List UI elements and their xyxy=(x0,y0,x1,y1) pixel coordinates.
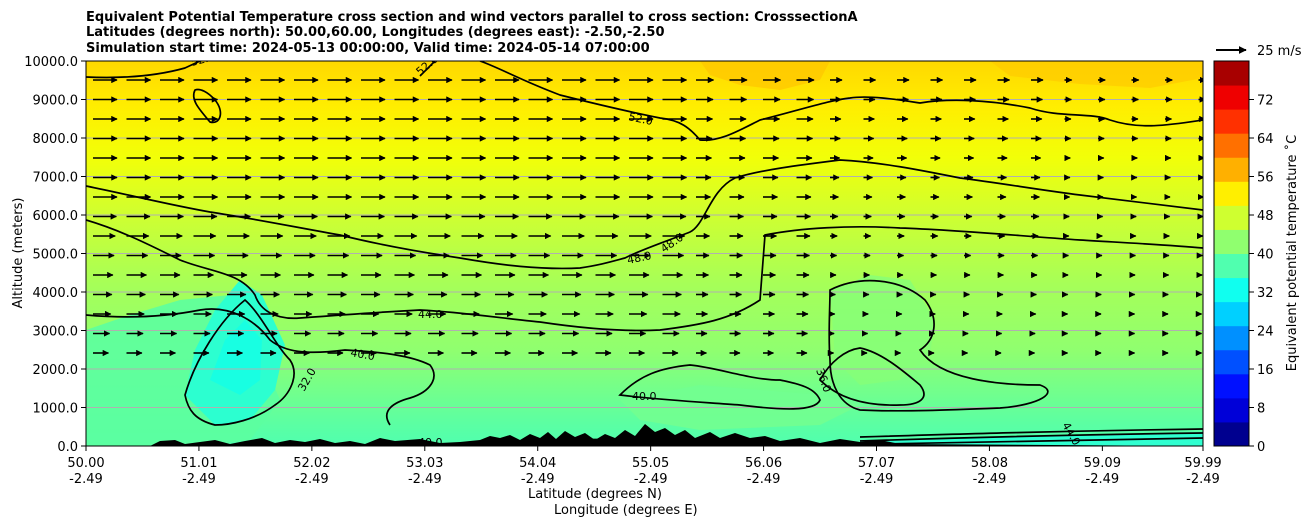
x-tick-label-lon: -2.49 xyxy=(1086,472,1120,487)
colorbar-segment xyxy=(1214,373,1249,399)
x-tick-label-lon: -2.49 xyxy=(408,472,442,487)
y-tick-label: 2000.0 xyxy=(33,363,79,378)
warm-patch xyxy=(700,61,830,90)
x-tick-label-lat: 54.04 xyxy=(519,456,556,471)
x-tick-label-lon: -2.49 xyxy=(295,472,329,487)
colorbar-segment xyxy=(1214,229,1249,254)
cool-core xyxy=(210,320,262,395)
x-tick-label-lon: -2.49 xyxy=(69,472,103,487)
colorbar-tick-label: 72 xyxy=(1257,94,1274,109)
contour-40 xyxy=(618,364,821,410)
colorbar-tick-label: 48 xyxy=(1257,209,1274,224)
x-tick-label-lat: 59.09 xyxy=(1084,456,1121,471)
contour-52 xyxy=(419,61,436,77)
chart-title-line-3: Simulation start time: 2024-05-13 00:00:… xyxy=(86,41,650,56)
x-axis-label-latitude: Latitude (degrees N) xyxy=(528,487,662,502)
y-axis-label: Altitude (meters) xyxy=(11,198,26,309)
contour-label: 52.0 xyxy=(189,50,216,69)
contour-48 xyxy=(86,159,1203,270)
y-tick-label: 7000.0 xyxy=(33,171,79,186)
contour-32 xyxy=(184,298,295,426)
chart-title-line-2: Latitudes (degrees north): 50.00,60.00, … xyxy=(86,25,665,40)
colorbar-segment xyxy=(1214,397,1249,423)
colorbar-segment xyxy=(1214,109,1249,134)
y-tick-label: 3000.0 xyxy=(33,325,79,340)
colorbar-segment xyxy=(1214,61,1249,86)
contour-lowlevel xyxy=(879,437,1203,445)
colorbar-tick-label: 32 xyxy=(1257,286,1274,301)
wind-key-label: 25 m/s xyxy=(1257,44,1302,59)
colorbar-tick-label: 0 xyxy=(1257,440,1265,455)
colorbar xyxy=(1214,61,1249,447)
x-tick-label-lat: 51.01 xyxy=(180,456,217,471)
x-tick-label-lon: -2.49 xyxy=(182,472,216,487)
colorbar-segment xyxy=(1214,253,1249,279)
x-tick-label-lon: -2.49 xyxy=(1186,472,1220,487)
contour-52 xyxy=(192,88,222,124)
wind-vectors xyxy=(93,76,1203,357)
x-tick-label-lat: 58.08 xyxy=(971,456,1008,471)
y-tick-label: 5000.0 xyxy=(33,248,79,263)
y-tick-label: 4000.0 xyxy=(33,286,79,301)
x-axis: 50.00-2.4951.01-2.4952.02-2.4953.03-2.49… xyxy=(67,446,1222,487)
colorbar-segment xyxy=(1214,85,1249,110)
x-tick-label-lat: 56.06 xyxy=(745,456,782,471)
contours xyxy=(86,61,1203,446)
colorbar-segment xyxy=(1214,301,1249,327)
y-axis: 0.0 1000.0 2000.0 3000.0 4000.0 5000.0 6000.0 7… xyxy=(24,55,86,455)
contour-label: 40.0 xyxy=(632,390,657,403)
colorbar-ticks: 0 8 16 24 32 40 48 56 64 72 xyxy=(1249,94,1274,455)
y-tick-label: 10000.0 xyxy=(24,55,78,70)
colorbar-segment xyxy=(1214,325,1249,351)
colorbar-tick-label: 8 xyxy=(1257,402,1265,417)
x-tick-label-lon: -2.49 xyxy=(860,472,894,487)
plot-area: 52.0 52.0 52.0 48.0 48.0 44.0 44.0 40.0 … xyxy=(86,50,1203,449)
warm-patch xyxy=(990,61,1203,88)
contour-label: 40.0 xyxy=(418,436,443,449)
colorbar-segment xyxy=(1214,277,1249,303)
colorbar-tick-label: 56 xyxy=(1257,171,1274,186)
contour-lowlevel xyxy=(859,432,1203,442)
x-tick-label-lon: -2.49 xyxy=(521,472,555,487)
x-tick-label-lat: 53.03 xyxy=(406,456,443,471)
colorbar-segment xyxy=(1214,181,1249,206)
colorbar-tick-label: 64 xyxy=(1257,132,1274,147)
x-tick-label-lon: -2.49 xyxy=(973,472,1007,487)
terrain xyxy=(86,424,1203,446)
contour-44 xyxy=(86,219,1203,332)
colorbar-segment xyxy=(1214,349,1249,375)
y-tick-label: 9000.0 xyxy=(33,94,79,109)
x-tick-label-lat: 50.00 xyxy=(67,456,104,471)
colorbar-tick-label: 40 xyxy=(1257,248,1274,263)
colorbar-tick-label: 24 xyxy=(1257,325,1274,340)
colorbar-segment xyxy=(1214,205,1249,230)
x-tick-label-lon: -2.49 xyxy=(634,472,668,487)
colorbar-tick-label: 16 xyxy=(1257,363,1274,378)
x-tick-label-lat: 52.02 xyxy=(293,456,330,471)
x-tick-label-lon: -2.49 xyxy=(747,472,781,487)
contour-label: 40.0 xyxy=(349,346,375,363)
contour-40 xyxy=(828,279,1049,412)
contour-52 xyxy=(86,61,201,79)
colorbar-label: Equivalent potential temperature ˚C xyxy=(1284,135,1300,371)
x-tick-label-lat: 55.05 xyxy=(632,456,669,471)
contour-52 xyxy=(479,61,1203,142)
contour-lowlevel xyxy=(859,428,1203,438)
chart-title-line-1: Equivalent Potential Temperature cross s… xyxy=(86,10,858,25)
colorbar-segment xyxy=(1214,133,1249,158)
y-tick-label: 0.0 xyxy=(57,440,78,455)
colorbar-segment xyxy=(1214,157,1249,182)
y-tick-label: 6000.0 xyxy=(33,209,79,224)
x-tick-label-lat: 57.07 xyxy=(858,456,895,471)
x-tick-label-lat: 59.99 xyxy=(1184,456,1221,471)
contour-36 xyxy=(818,347,925,406)
contour-40 xyxy=(86,308,435,426)
y-tick-label: 1000.0 xyxy=(33,402,79,417)
y-tick-label: 8000.0 xyxy=(33,132,79,147)
x-axis-label-longitude: Longitude (degrees E) xyxy=(554,503,698,518)
colorbar-segment xyxy=(1214,421,1249,447)
